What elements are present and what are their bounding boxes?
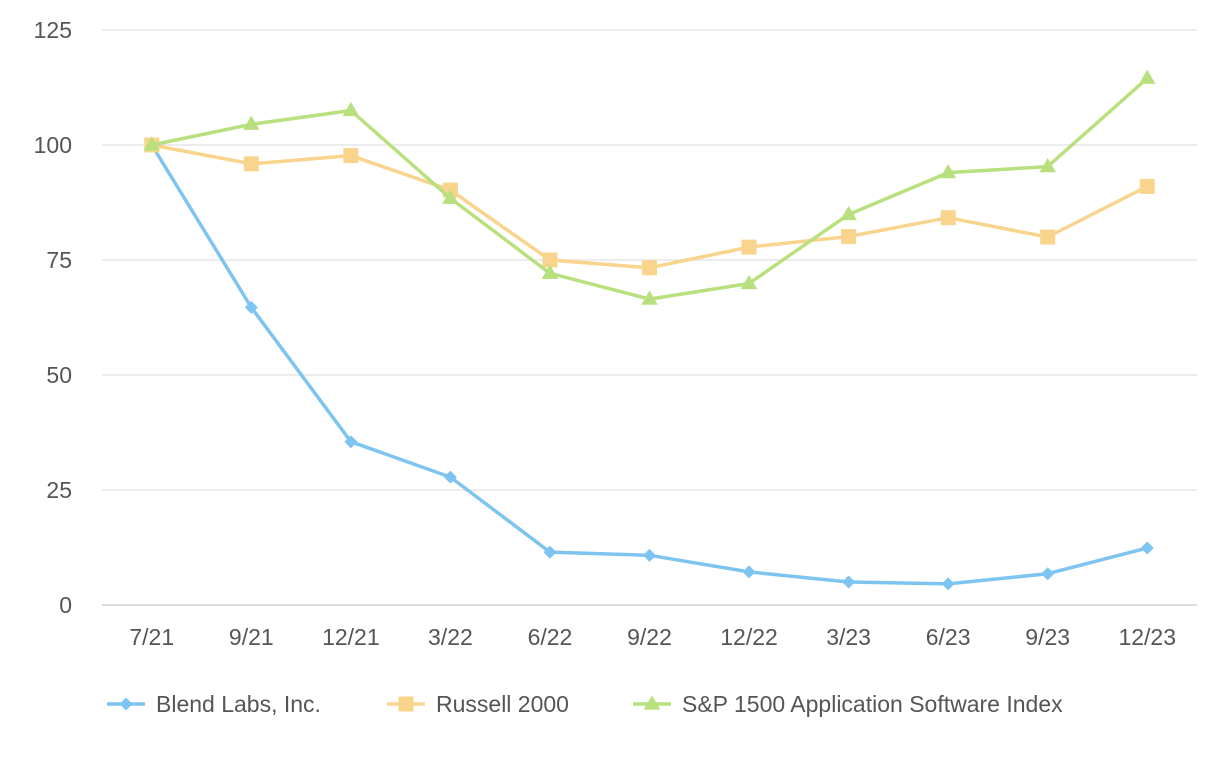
x-tick-label: 9/22 bbox=[627, 624, 672, 650]
marker-triangle bbox=[1039, 157, 1056, 173]
marker-square bbox=[1040, 229, 1056, 245]
x-tick-label: 6/23 bbox=[926, 624, 971, 650]
marker-triangle bbox=[442, 189, 459, 204]
marker-diamond bbox=[941, 577, 955, 591]
marker-diamond bbox=[119, 697, 133, 711]
marker-diamond bbox=[344, 435, 358, 449]
legend-swatch bbox=[107, 697, 145, 711]
marker-triangle bbox=[143, 136, 161, 151]
x-tick-label: 9/21 bbox=[229, 624, 274, 650]
y-tick-label: 75 bbox=[46, 247, 72, 273]
y-axis: 0 25 50 75 100 125 bbox=[34, 17, 72, 618]
marker-triangle bbox=[342, 101, 360, 117]
marker-diamond bbox=[1140, 541, 1154, 555]
legend-swatch bbox=[387, 696, 425, 712]
marker-triangle bbox=[243, 115, 260, 130]
legend-label: Blend Labs, Inc. bbox=[156, 690, 321, 717]
marker-triangle bbox=[641, 290, 658, 305]
y-tick-label: 0 bbox=[59, 592, 72, 618]
marker-diamond bbox=[443, 470, 457, 484]
legend: Blend Labs, Inc. Russell 2000 S&P 1500 App… bbox=[0, 686, 1226, 726]
x-tick-label: 9/23 bbox=[1025, 624, 1070, 650]
marker-diamond bbox=[1041, 567, 1055, 581]
marker-diamond bbox=[244, 300, 258, 314]
series-line bbox=[150, 143, 1149, 270]
legend-item: Russell 2000 bbox=[386, 686, 569, 722]
series-2 bbox=[144, 137, 1155, 276]
legend-label: S&P 1500 Application Software Index bbox=[682, 690, 1063, 717]
y-tick-label: 125 bbox=[34, 17, 72, 43]
legend-swatch bbox=[633, 695, 671, 710]
marker-square bbox=[1139, 178, 1155, 194]
marker-square bbox=[841, 229, 857, 245]
marker-triangle bbox=[840, 205, 857, 221]
marker-triangle bbox=[740, 274, 758, 290]
series-layer bbox=[143, 69, 1156, 591]
marker-diamond bbox=[543, 545, 557, 559]
marker-triangle bbox=[939, 163, 957, 179]
x-axis: 7/21 9/21 12/21 3/22 6/22 9/22 12/22 3/23 6/23 9/… bbox=[129, 624, 1176, 650]
legend-label: Russell 2000 bbox=[436, 690, 569, 717]
legend-item: S&P 1500 Application Software Index bbox=[632, 686, 1063, 722]
marker-square bbox=[542, 252, 558, 268]
marker-square bbox=[940, 210, 956, 226]
gridlines bbox=[102, 29, 1197, 606]
marker-square bbox=[343, 148, 359, 164]
marker-diamond bbox=[643, 548, 656, 562]
series-line bbox=[150, 143, 1149, 586]
x-tick-label: 12/23 bbox=[1118, 624, 1176, 650]
x-tick-label: 12/22 bbox=[720, 624, 778, 650]
y-tick-label: 100 bbox=[34, 132, 72, 158]
marker-triangle bbox=[541, 264, 559, 279]
series-3 bbox=[143, 69, 1156, 305]
series-1 bbox=[145, 138, 1154, 591]
marker-square bbox=[642, 260, 657, 276]
x-tick-label: 12/21 bbox=[322, 624, 380, 650]
line-chart: 0 25 50 75 100 125 7/21 9/21 12/21 3/22 6/22 9/22 1… bbox=[34, 17, 1197, 650]
marker-diamond bbox=[742, 565, 756, 579]
marker-triangle bbox=[643, 695, 661, 710]
x-tick-label: 3/22 bbox=[428, 624, 473, 650]
x-tick-label: 3/23 bbox=[826, 624, 871, 650]
x-tick-label: 7/21 bbox=[129, 624, 174, 650]
marker-square bbox=[243, 156, 259, 172]
marker-diamond bbox=[842, 575, 856, 589]
y-tick-label: 50 bbox=[46, 362, 72, 388]
y-tick-label: 25 bbox=[46, 477, 72, 503]
legend-item: Blend Labs, Inc. bbox=[106, 686, 321, 722]
x-tick-label: 6/22 bbox=[528, 624, 573, 650]
marker-triangle bbox=[1138, 69, 1156, 84]
marker-square bbox=[741, 239, 757, 255]
marker-square bbox=[398, 696, 414, 712]
